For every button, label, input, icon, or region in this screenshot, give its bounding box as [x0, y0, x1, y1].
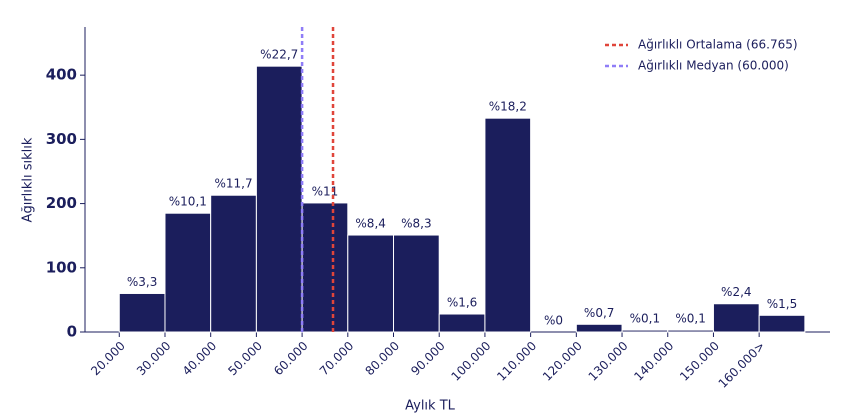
y-tick-label: 0	[67, 323, 77, 341]
bar-label: %10,1	[169, 195, 207, 209]
x-tick-label: 150.000	[677, 339, 722, 384]
bar-label: %1,6	[447, 296, 478, 310]
x-tick-label: 60.000	[271, 339, 311, 379]
x-tick-label: 90.000	[408, 339, 448, 379]
bar	[255, 65, 303, 333]
bar-label: %18,2	[489, 100, 527, 114]
x-tick-label: 110.000	[494, 339, 539, 384]
bar	[301, 202, 349, 333]
x-tick-label: 50.000	[225, 339, 265, 379]
bar	[621, 329, 669, 333]
bar-label: %0	[544, 314, 563, 328]
bar-label: %0,1	[630, 312, 661, 326]
y-tick-label: 400	[46, 66, 77, 84]
bar	[667, 329, 714, 333]
x-tick-label: 140.000	[631, 339, 676, 384]
bar-label: %1,5	[767, 297, 798, 311]
x-tick-label: 120.000	[540, 339, 585, 384]
bar	[758, 314, 806, 333]
bar	[712, 303, 760, 333]
bar	[393, 234, 440, 333]
x-tick-label: 40.000	[180, 339, 220, 379]
bar	[438, 313, 486, 333]
bar-label: %2,4	[721, 285, 752, 299]
bar	[484, 117, 532, 333]
bar-label: %0,1	[675, 312, 706, 326]
bar	[575, 323, 623, 333]
y-tick-label: 300	[46, 130, 77, 148]
bar-label: %8,4	[355, 217, 386, 231]
y-tick-label: 200	[46, 194, 77, 212]
bar-label: %11,7	[214, 177, 252, 191]
bar	[210, 194, 257, 333]
bar-label: %22,7	[260, 48, 298, 62]
bar-label: %0,7	[584, 306, 615, 320]
x-tick-label: 100.000	[449, 339, 494, 384]
x-tick-label: 20.000	[88, 339, 128, 379]
x-tick-label: 160.000>	[716, 339, 768, 391]
bar-label: %8,3	[401, 217, 432, 231]
bar	[347, 234, 395, 333]
y-axis-title: Ağırlıklı sıklık	[21, 137, 36, 222]
bar	[164, 212, 212, 333]
bar-label: %3,3	[127, 275, 158, 289]
bar-label: %11	[312, 184, 339, 198]
bar	[118, 292, 166, 333]
y-tick-label: 100	[46, 258, 77, 276]
x-tick-label: 130.000	[586, 339, 631, 384]
x-tick-label: 70.000	[317, 339, 357, 379]
legend-label: Ağırlıklı Medyan (60.000)	[638, 59, 789, 73]
legend-label: Ağırlıklı Ortalama (66.765)	[638, 38, 798, 52]
x-tick-label: 80.000	[363, 339, 403, 379]
x-tick-label: 30.000	[134, 339, 174, 379]
x-axis-title: Aylık TL	[405, 399, 456, 414]
